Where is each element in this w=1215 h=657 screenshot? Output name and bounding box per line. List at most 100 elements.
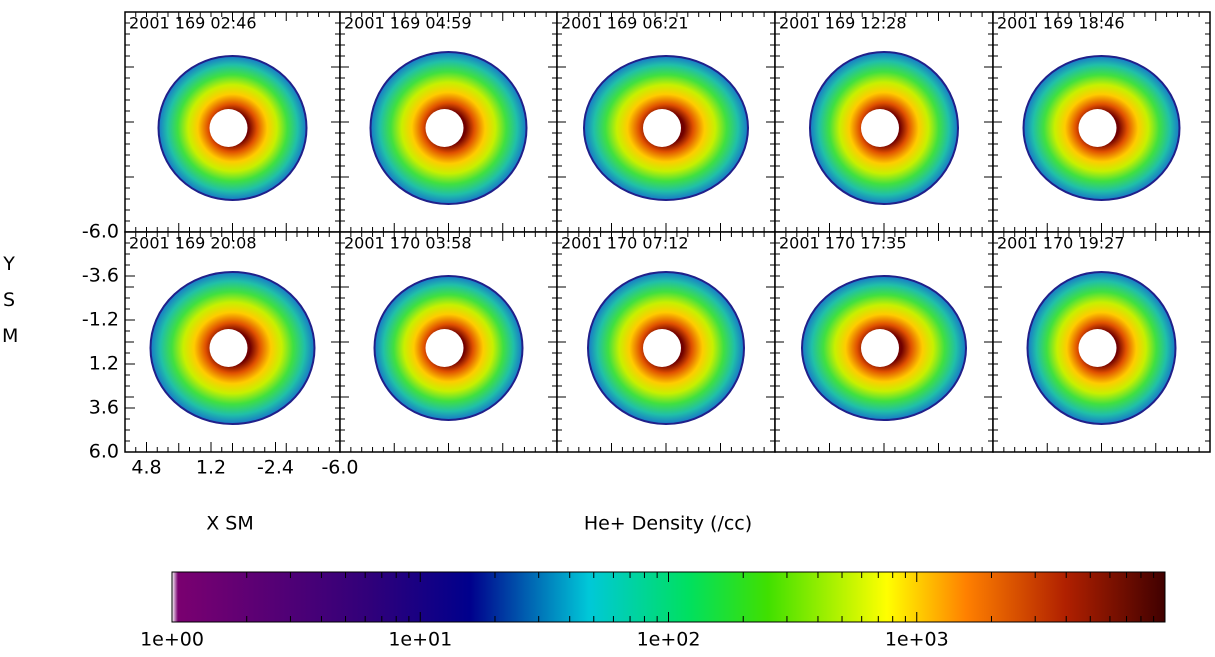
minor-tick [557, 232, 775, 452]
minor-tick [775, 12, 993, 232]
minor-tick [993, 12, 1210, 232]
minor-tick [775, 12, 993, 232]
minor-tick [125, 232, 340, 452]
earth-occultation [1078, 329, 1117, 367]
panel-label: 2001 170 19:27 [997, 234, 1125, 253]
earth-occultation [861, 329, 899, 367]
minor-tick [993, 12, 1210, 232]
y-axis-label-box: Y SM [2, 253, 19, 347]
earth-occultation [643, 329, 681, 367]
minor-tick [125, 12, 340, 232]
minor-tick [993, 12, 1210, 232]
minor-tick [125, 232, 340, 452]
minor-tick [775, 232, 993, 452]
minor-tick [993, 12, 1210, 232]
colorbar-label: He+ Density (/cc) [584, 513, 752, 535]
y-tick-label: 6.0 [89, 441, 119, 463]
minor-tick [993, 12, 1210, 232]
minor-tick [775, 12, 993, 232]
minor-tick [125, 12, 340, 232]
minor-tick [125, 12, 340, 232]
minor-tick [993, 232, 1210, 452]
minor-tick [993, 12, 1210, 232]
earth-occultation [209, 109, 248, 147]
minor-tick [125, 232, 340, 452]
minor-tick [125, 12, 340, 232]
minor-tick [775, 12, 993, 232]
earth-occultation [209, 329, 248, 367]
minor-tick [340, 12, 557, 232]
x-tick-label: -2.4 [257, 457, 294, 479]
minor-tick [993, 232, 1210, 452]
minor-tick [557, 232, 775, 452]
minor-tick [125, 12, 340, 232]
minor-tick [993, 232, 1210, 452]
minor-tick [557, 232, 775, 452]
minor-tick [340, 232, 557, 452]
minor-tick [993, 12, 1210, 232]
minor-tick [340, 12, 557, 232]
minor-tick [775, 232, 993, 452]
minor-tick [125, 232, 340, 452]
minor-tick [557, 12, 775, 232]
minor-tick [775, 232, 993, 452]
minor-tick [340, 232, 557, 452]
panel-label: 2001 169 20:08 [129, 234, 257, 253]
minor-tick [993, 12, 1210, 232]
minor-tick [557, 12, 775, 232]
minor-tick [125, 12, 340, 232]
minor-tick [775, 12, 993, 232]
minor-tick [993, 232, 1210, 452]
minor-tick [993, 12, 1210, 232]
minor-tick [775, 232, 993, 452]
minor-tick [125, 232, 340, 452]
minor-tick [557, 12, 775, 232]
minor-tick [993, 12, 1210, 232]
minor-tick [557, 232, 775, 452]
minor-tick [557, 12, 775, 232]
minor-tick [125, 12, 340, 232]
y-axis-label: Y SM [2, 253, 19, 347]
minor-tick [775, 232, 993, 452]
minor-tick [125, 12, 340, 232]
minor-tick [340, 12, 557, 232]
minor-tick [775, 12, 993, 232]
minor-tick [993, 232, 1210, 452]
colorbar-tick-label: 1e+00 [140, 629, 204, 651]
minor-tick [340, 232, 557, 452]
minor-tick [125, 232, 340, 452]
panel-label: 2001 169 18:46 [997, 14, 1125, 33]
x-axis-label: X SM [206, 513, 254, 535]
minor-tick [557, 12, 775, 232]
minor-tick [557, 12, 775, 232]
minor-tick [775, 232, 993, 452]
minor-tick [775, 232, 993, 452]
minor-tick [557, 232, 775, 452]
minor-tick [557, 12, 775, 232]
minor-tick [340, 232, 557, 452]
minor-tick [775, 12, 993, 232]
y-tick-label: 3.6 [89, 397, 119, 419]
panel-label: 2001 170 17:35 [779, 234, 907, 253]
minor-tick [125, 12, 340, 232]
minor-tick [993, 12, 1210, 232]
minor-tick [125, 12, 340, 232]
minor-tick [557, 12, 775, 232]
minor-tick [125, 232, 340, 452]
minor-tick [340, 232, 557, 452]
minor-tick [340, 232, 557, 452]
minor-tick [340, 12, 557, 232]
minor-tick [125, 232, 340, 452]
minor-tick [340, 232, 557, 452]
minor-tick [125, 12, 340, 232]
minor-tick [340, 12, 557, 232]
minor-tick [557, 12, 775, 232]
minor-tick [557, 232, 775, 452]
minor-tick [775, 12, 993, 232]
minor-tick [340, 232, 557, 452]
panel-label: 2001 170 07:12 [561, 234, 689, 253]
minor-tick [557, 232, 775, 452]
earth-occultation [643, 109, 681, 147]
minor-tick [340, 232, 557, 452]
minor-tick [993, 232, 1210, 452]
